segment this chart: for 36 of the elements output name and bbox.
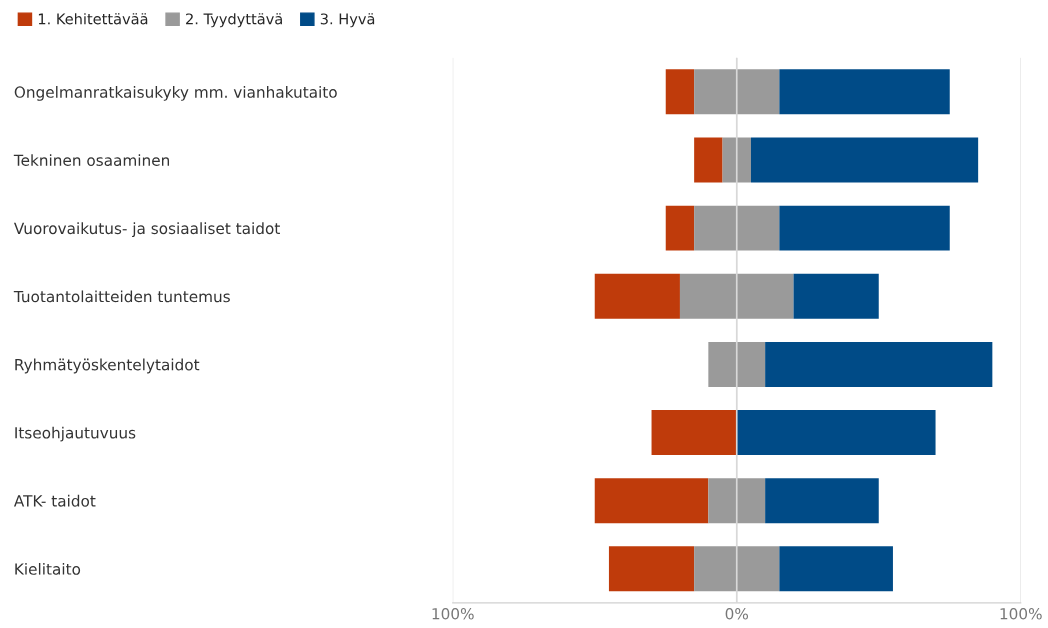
x-tick-label: 100% xyxy=(432,608,474,620)
bar xyxy=(736,410,936,456)
bar xyxy=(765,478,879,524)
y-tick-label: ATK- taidot xyxy=(13,494,96,507)
bar xyxy=(608,546,695,592)
bar xyxy=(722,137,751,183)
legend-label: 1. Kehitettävää xyxy=(38,13,148,25)
legend-label: 2. Tyydyttävä xyxy=(186,13,282,28)
bar xyxy=(679,273,794,319)
x-tick-label: 0% xyxy=(725,608,749,620)
y-tick-label: Ongelmanratkaisukyky mm. vianhakutaito xyxy=(14,86,337,101)
bar xyxy=(694,137,723,183)
bar xyxy=(694,69,780,115)
bar xyxy=(651,410,737,456)
bar xyxy=(665,205,695,251)
bar xyxy=(694,205,780,251)
legend-label: 3. Hyvä xyxy=(320,13,375,28)
bar xyxy=(793,273,879,319)
y-tick-label: Tekninen osaaminen xyxy=(13,154,169,166)
bar xyxy=(708,341,766,387)
bar xyxy=(750,137,979,183)
bar xyxy=(694,546,780,592)
y-tick-label: Vuorovaikutus- ja sosiaaliset taidot xyxy=(13,222,280,238)
bar xyxy=(779,69,950,115)
y-tick-label: Itseohjautuvuus xyxy=(15,426,136,442)
x-tick-label: 100% xyxy=(1000,608,1042,620)
bar xyxy=(765,341,993,387)
bar xyxy=(708,478,766,524)
bar xyxy=(779,205,950,251)
y-tick-label: Ryhmätyöskentelytaidot xyxy=(15,358,200,374)
bar xyxy=(779,546,893,592)
y-tick-label: Tuotantolaitteiden tuntemus xyxy=(13,290,230,303)
bar xyxy=(665,69,695,115)
y-tick-label: Kielitaito xyxy=(15,563,81,575)
bar xyxy=(594,478,709,524)
bar xyxy=(594,273,680,319)
